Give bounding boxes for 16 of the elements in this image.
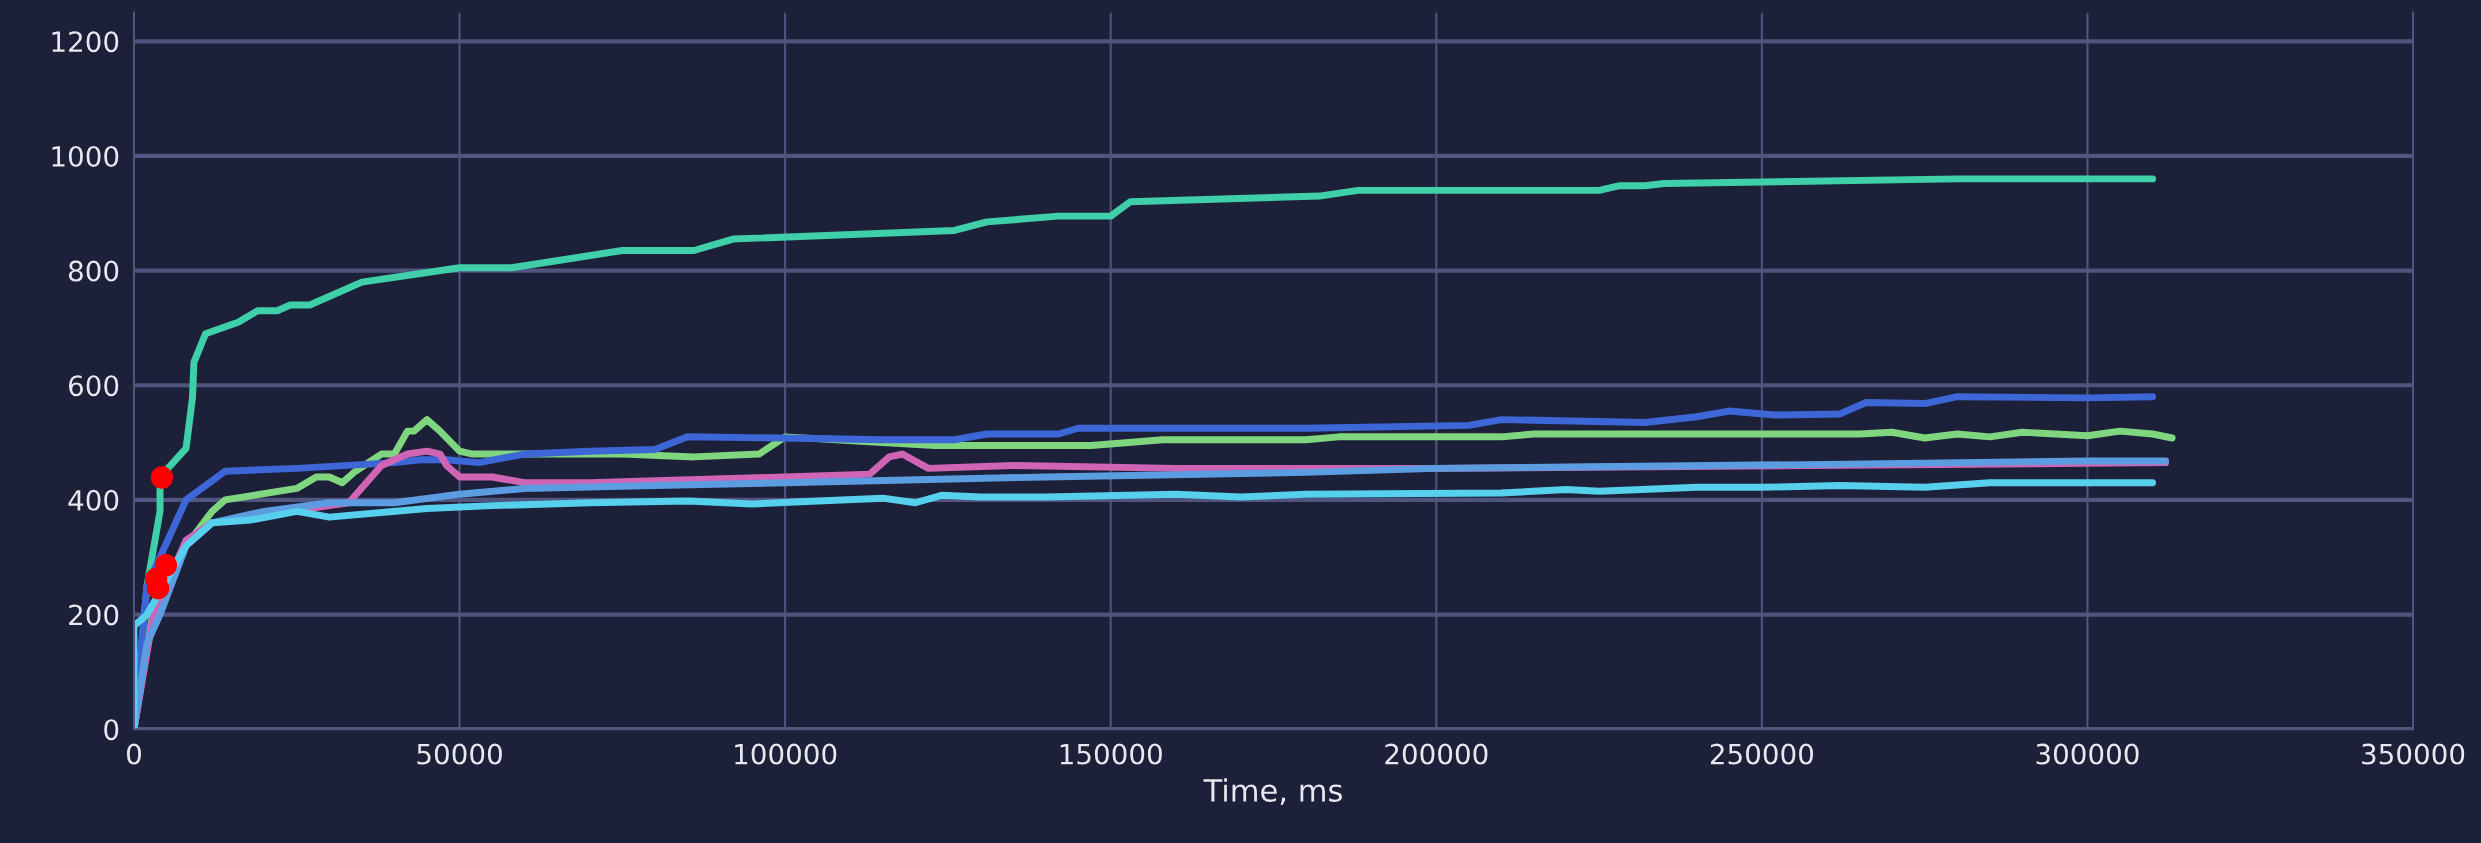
y-tick-label: 0 bbox=[104, 719, 119, 741]
x-tick-label: 150000 bbox=[1060, 743, 1162, 765]
y-tick-label: 200 bbox=[69, 604, 119, 626]
y-tick-label: 600 bbox=[69, 375, 119, 397]
x-axis-title: Time, ms bbox=[1203, 778, 1342, 806]
x-tick-label: 350000 bbox=[2362, 743, 2465, 765]
x-tick-label: 0 bbox=[126, 743, 141, 765]
x-tick-label: 250000 bbox=[1710, 743, 1814, 765]
y-tick-label: 1200 bbox=[52, 31, 119, 53]
x-tick-label: 300000 bbox=[2036, 743, 2139, 765]
y-tick-label: 400 bbox=[68, 489, 119, 511]
x-tick-label: 200000 bbox=[1385, 743, 1488, 765]
y-tick-label: 800 bbox=[68, 260, 119, 282]
y-tick-label: 1000 bbox=[52, 145, 119, 167]
x-tick-label: 100000 bbox=[735, 743, 837, 765]
x-tick-label: 50000 bbox=[417, 743, 502, 765]
